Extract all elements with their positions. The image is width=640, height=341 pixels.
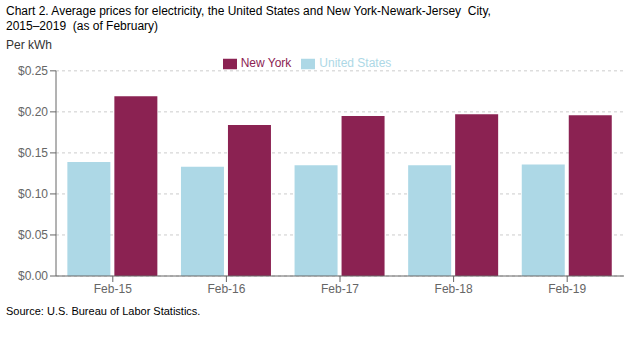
svg-text:$0.20: $0.20 xyxy=(18,105,48,119)
html-text:Source: U.S. Bureau of Labor S: Source: U.S. Bureau of Labor Statistics. xyxy=(6,305,201,317)
svg-text:$0.10: $0.10 xyxy=(18,187,48,201)
html-text:New York: New York xyxy=(240,56,292,70)
html-text:Per kWh: Per kWh xyxy=(6,38,52,52)
svg-text:Feb-16: Feb-16 xyxy=(207,282,245,296)
html-text:United States: United States xyxy=(319,56,392,70)
html-text:2015–2019 (as of February): 2015–2019 (as of February) xyxy=(6,19,159,33)
svg-text:$0.25: $0.25 xyxy=(18,64,48,78)
svg-text:$0.05: $0.05 xyxy=(18,228,48,242)
html-text:Chart 2. Average prices for el: Chart 2. Average prices for electricity,… xyxy=(6,4,491,18)
svg-text:Feb-15: Feb-15 xyxy=(94,282,132,296)
svg-text:Feb-17: Feb-17 xyxy=(321,282,359,296)
svg-text:$0.15: $0.15 xyxy=(18,146,48,160)
svg-text:Feb-19: Feb-19 xyxy=(548,282,586,296)
svg-text:$0.00: $0.00 xyxy=(18,269,48,283)
svg-text:Feb-18: Feb-18 xyxy=(435,282,473,296)
